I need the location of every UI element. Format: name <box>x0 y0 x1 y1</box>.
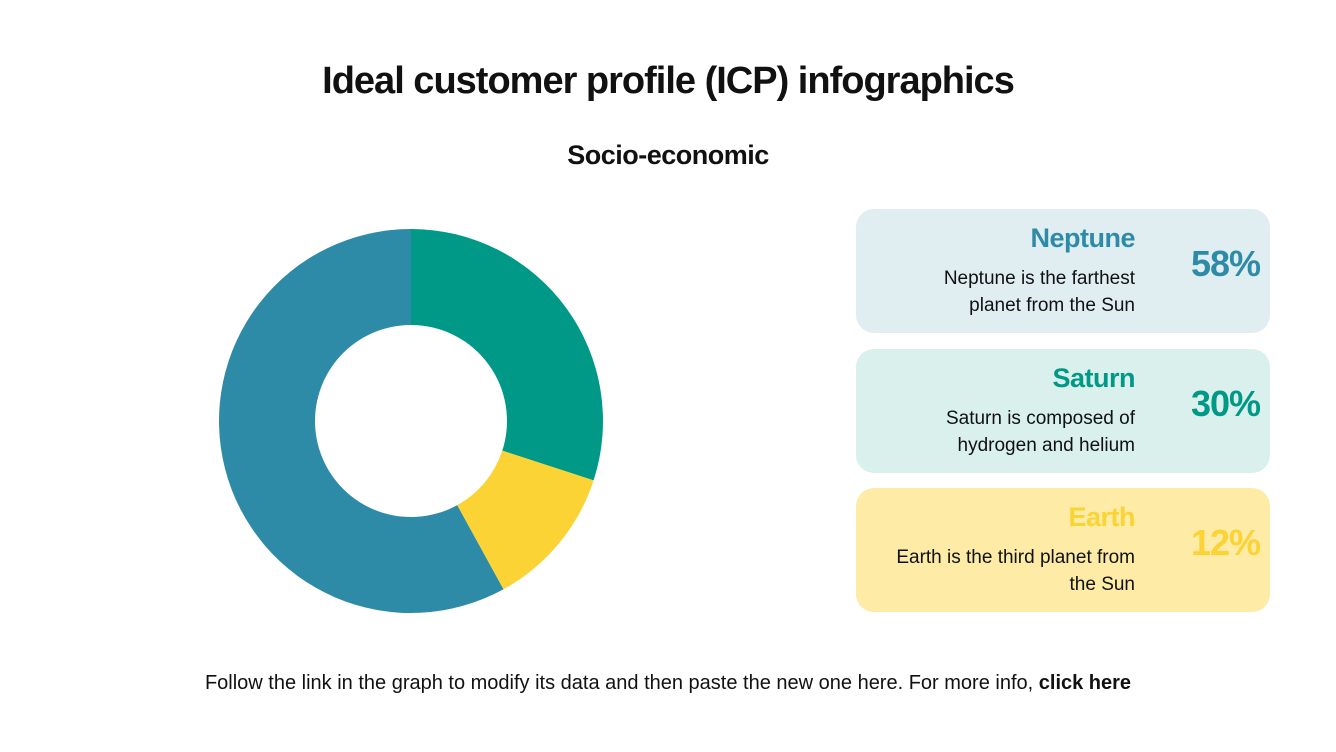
donut-slice <box>457 450 594 590</box>
legend-card: Saturn Saturn is composed of hydrogen and… <box>856 348 1270 473</box>
legend-name: Neptune <box>1030 223 1136 253</box>
legend-name: Saturn <box>1052 362 1135 393</box>
title: Ideal customer profile (ICP) infographic… <box>322 60 1015 102</box>
donut-chart <box>219 229 603 613</box>
subtitle: Socio-economic <box>567 140 769 170</box>
legend-description: Saturn is composed of hydrogen and heliu… <box>945 407 1135 456</box>
value-label: 30% <box>1190 382 1261 424</box>
legend-card: Neptune Neptune is the farthest planet fr… <box>856 209 1270 333</box>
donut-slice <box>219 229 504 613</box>
footer-text: Follow the link in the graph to modify i… <box>204 672 1034 694</box>
legend-name: Earth <box>1068 502 1135 532</box>
value-label: 12% <box>1190 522 1261 563</box>
legend-description: Earth is the third planet from the Sun <box>896 547 1135 595</box>
legend-description: Neptune is the farthest planet from the … <box>943 268 1135 316</box>
value-label: 58% <box>1190 243 1261 284</box>
footer: Follow the link in the graph to modify i… <box>0 672 1336 695</box>
donut-slice <box>411 229 603 481</box>
footer-link[interactable]: click here <box>1038 672 1132 694</box>
legend-card: Earth Earth is the third planet from the … <box>856 488 1270 612</box>
